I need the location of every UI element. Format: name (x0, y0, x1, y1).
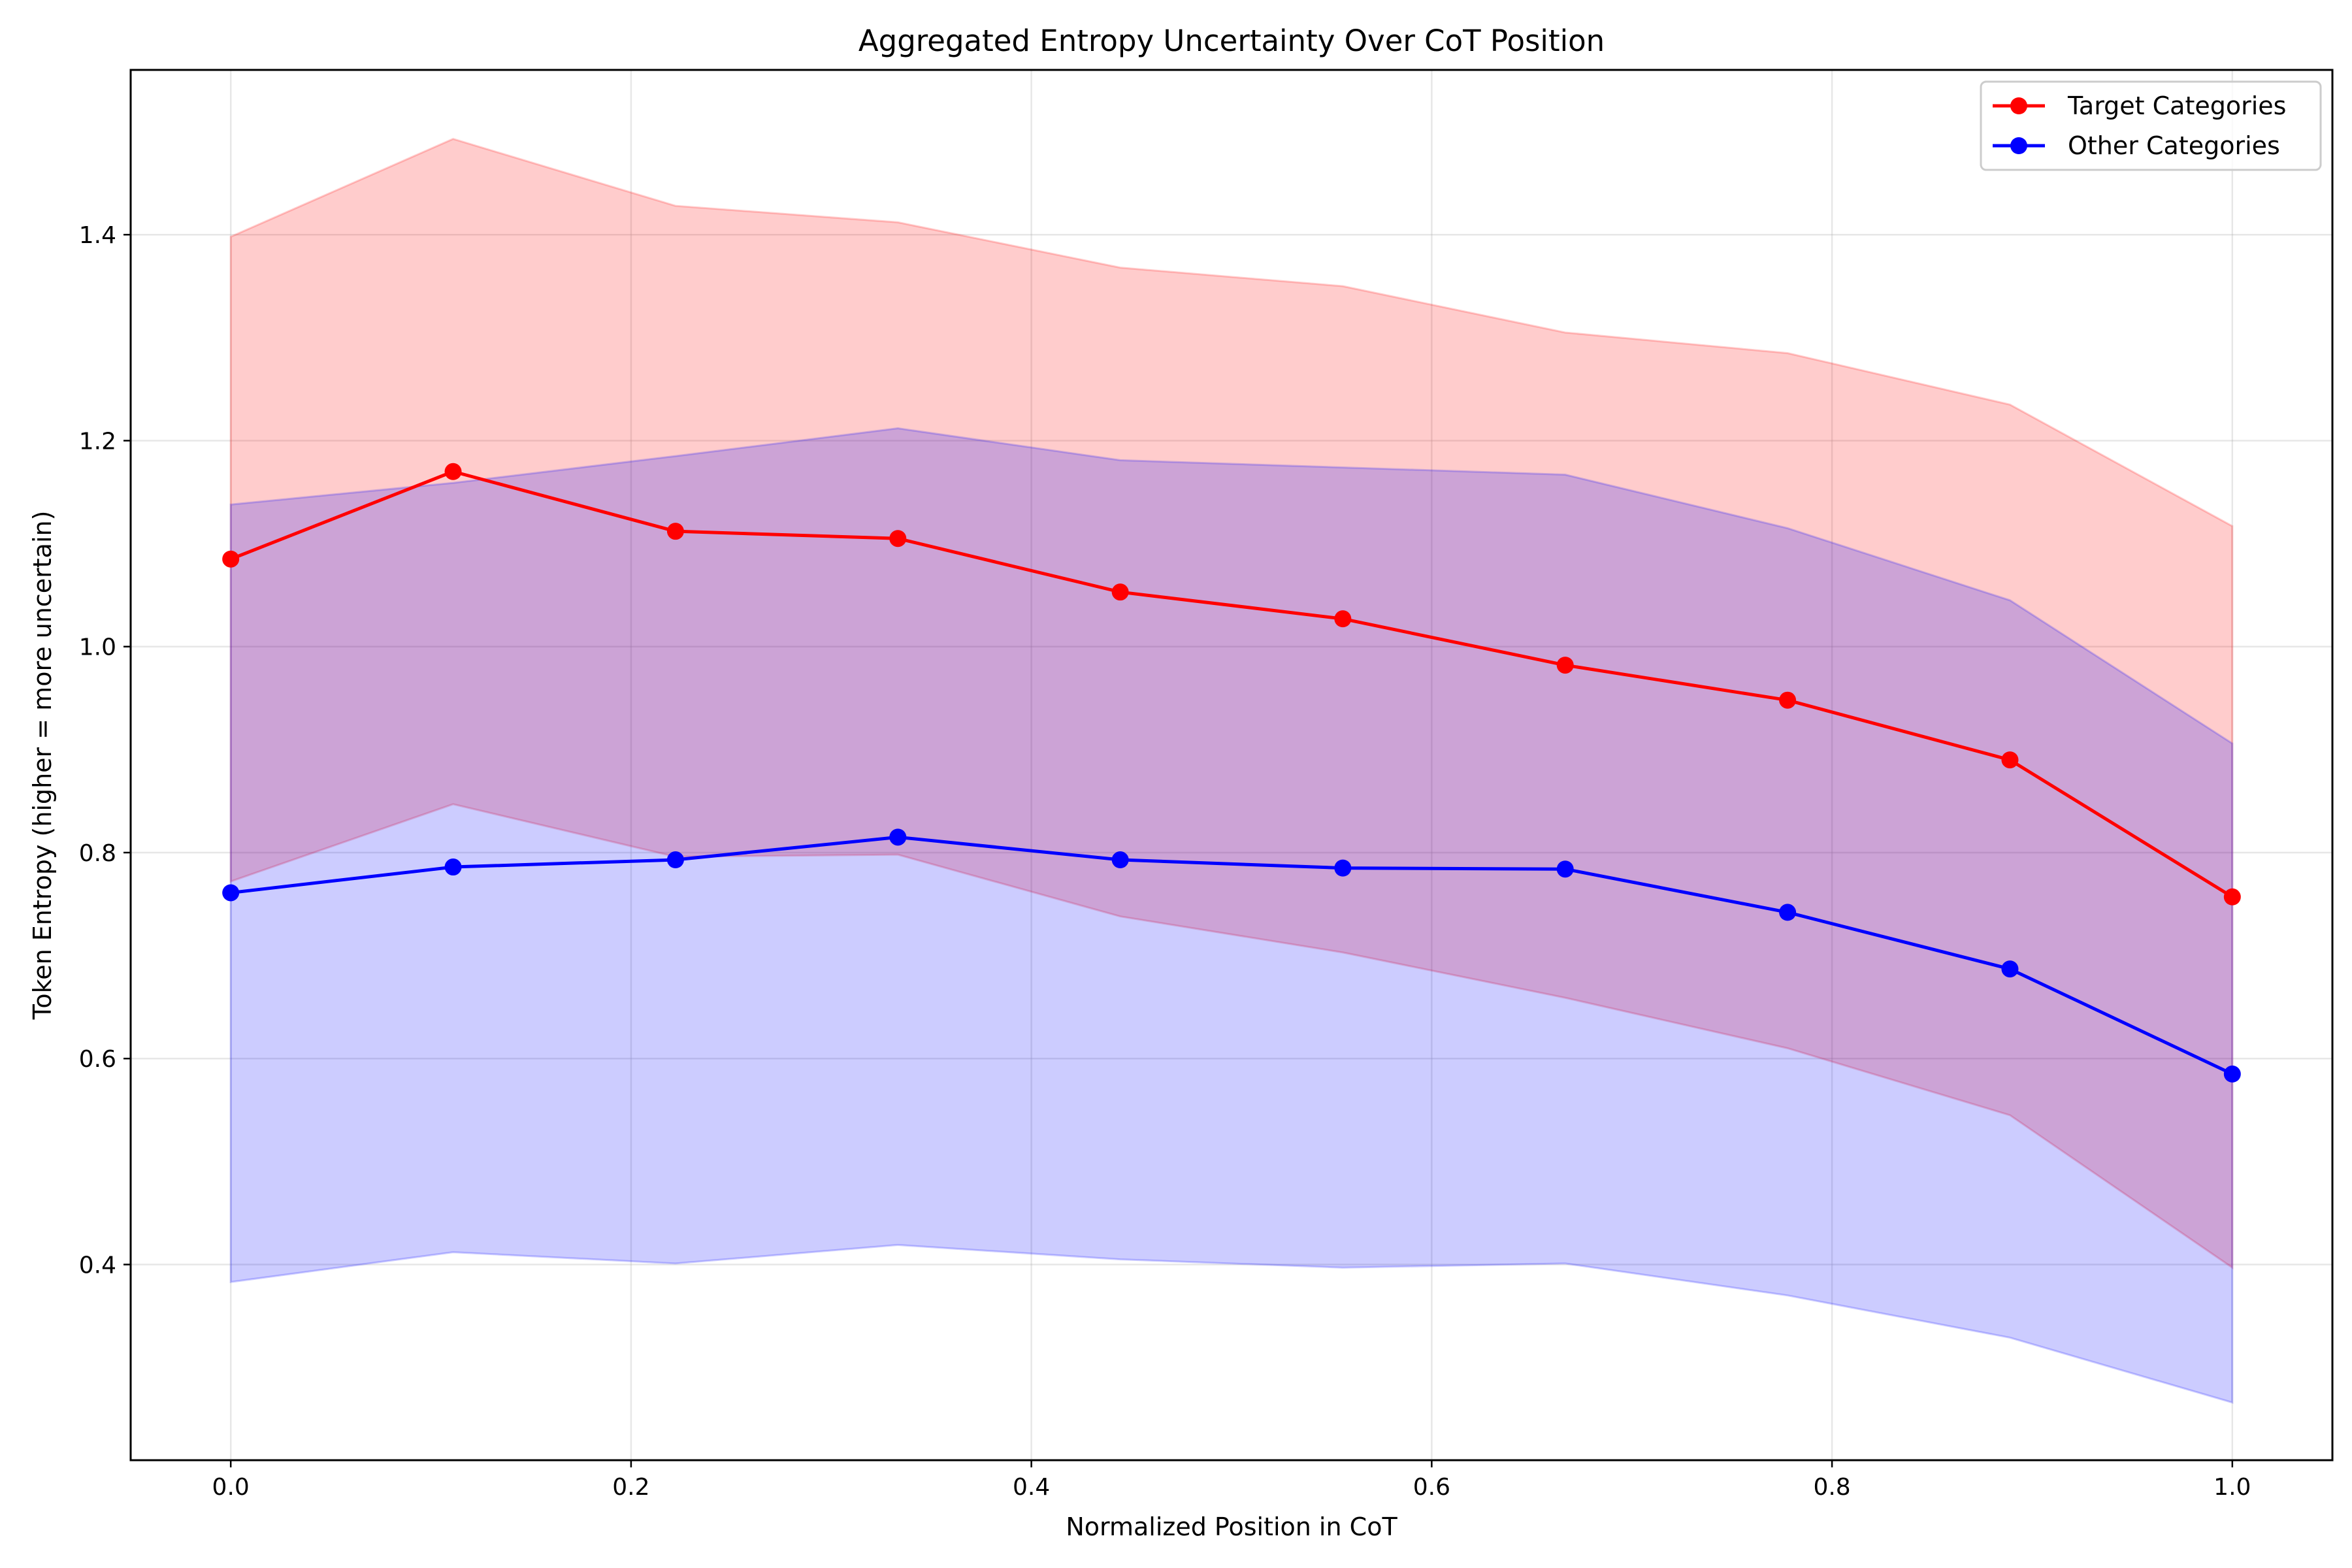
x-tick-label: 0.4 (1013, 1474, 1050, 1501)
y-tick-label: 1.4 (79, 222, 116, 249)
grid-lines (131, 70, 2332, 1460)
y-axis-label: Token Entropy (higher = more uncertain) (28, 511, 57, 1021)
legend-label-target-categories: Target Categories (2067, 91, 2286, 120)
point-other-categories (222, 884, 240, 902)
band-other-categories (229, 427, 2234, 1404)
x-axis-label: Normalized Position in CoT (1066, 1512, 1397, 1541)
point-target-categories (1111, 583, 1129, 601)
series-lines (230, 470, 2234, 1076)
line-target-categories (230, 470, 2234, 898)
uncertainty-bands (229, 138, 2234, 1404)
point-target-categories (889, 530, 907, 547)
series-markers (222, 463, 2241, 1083)
point-other-categories (1111, 851, 1129, 869)
band-target-categories (229, 138, 2234, 1270)
point-other-categories (1556, 860, 1574, 878)
y-axis-ticks: 0.4 0.6 0.8 1.0 1.2 1.4 (79, 222, 131, 1279)
legend-entries: Target Categories Other Categories (1993, 91, 2286, 160)
y-tick-label: 0.6 (79, 1046, 116, 1073)
x-axis-ticks: 0.0 0.2 0.4 0.6 0.8 1.0 (212, 1460, 2251, 1501)
point-target-categories (2001, 751, 2019, 769)
point-target-categories (2223, 888, 2241, 906)
point-target-categories (1779, 691, 1797, 709)
x-tick-label: 1.0 (2213, 1474, 2251, 1501)
legend-marker-other-categories (2010, 137, 2027, 154)
chart-title: Aggregated Entropy Uncertainty Over CoT … (858, 24, 1605, 58)
point-target-categories (444, 463, 462, 480)
point-other-categories (2223, 1065, 2241, 1083)
y-tick-label: 0.8 (79, 840, 116, 867)
legend-box (1980, 80, 2322, 171)
point-target-categories (1334, 610, 1352, 628)
x-tick-label: 0.6 (1413, 1474, 1450, 1501)
plot-area-frame (129, 69, 2334, 1462)
point-other-categories (1334, 859, 1352, 877)
point-target-categories (1556, 657, 1574, 674)
x-tick-label: 0.8 (1813, 1474, 1850, 1501)
y-tick-label: 1.0 (79, 634, 116, 661)
legend-marker-target-categories (2010, 97, 2027, 114)
x-tick-label: 0.2 (612, 1474, 649, 1501)
point-other-categories (444, 858, 462, 876)
point-other-categories (2001, 960, 2019, 978)
point-other-categories (889, 828, 907, 846)
point-target-categories (222, 550, 240, 568)
y-tick-label: 1.2 (79, 428, 116, 455)
legend-label-other-categories: Other Categories (2068, 131, 2280, 160)
y-tick-label: 0.4 (79, 1252, 116, 1279)
point-target-categories (666, 523, 684, 540)
line-other-categories (230, 835, 2233, 1076)
x-tick-label: 0.0 (212, 1474, 250, 1501)
point-other-categories (666, 851, 684, 869)
point-other-categories (1779, 904, 1797, 921)
legend: Target Categories Other Categories (1980, 80, 2322, 171)
